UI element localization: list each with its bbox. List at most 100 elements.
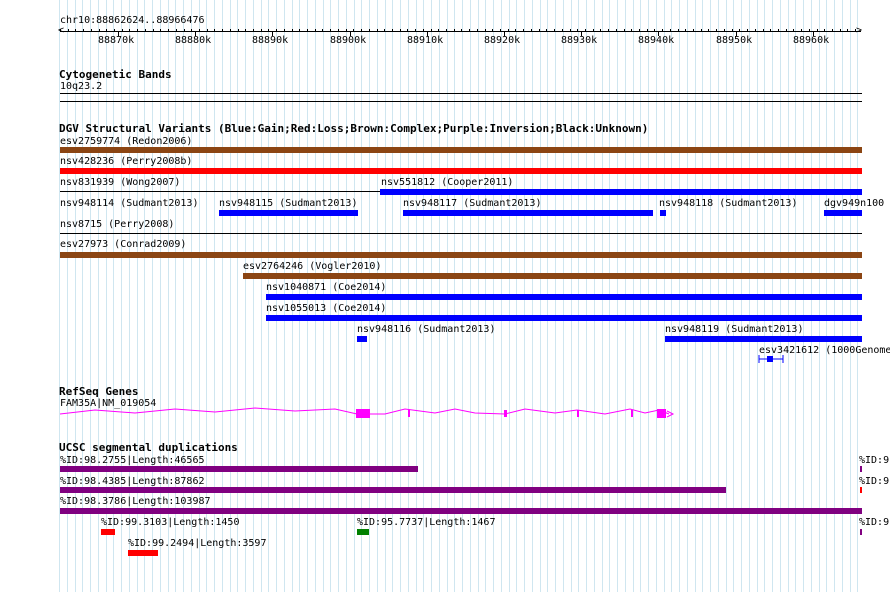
grid-line xyxy=(82,0,83,592)
ruler-minor-tick xyxy=(809,29,810,31)
segdup-feature-1[interactable] xyxy=(60,466,418,472)
grid-line xyxy=(175,0,176,592)
ruler-minor-tick xyxy=(106,29,107,31)
ruler-minor-tick xyxy=(199,29,200,31)
ruler-minor-tick xyxy=(817,29,818,31)
ruler-tick xyxy=(581,31,582,36)
ruler-minor-tick xyxy=(292,29,293,31)
ruler-minor-tick xyxy=(693,29,694,31)
refseq-track-title[interactable]: RefSeq Genes xyxy=(59,385,139,398)
cytoband-track-title[interactable]: Cytogenetic Bands xyxy=(59,68,172,81)
dgv-track-title[interactable]: DGV Structural Variants (Blue:Gain;Red:L… xyxy=(59,122,649,135)
ruler-tick-label: 88950k xyxy=(716,35,753,46)
ruler-minor-tick xyxy=(60,29,61,31)
dgv-label-esv3421612: esv3421612 (1000Genome xyxy=(759,345,890,356)
dgv-feature-nsv1040871[interactable] xyxy=(266,294,862,300)
ruler-minor-tick xyxy=(593,29,594,31)
ruler-tick-label: 88960k xyxy=(793,35,830,46)
dgv-feature-esv27973[interactable] xyxy=(60,252,862,258)
ruler-minor-tick xyxy=(508,29,509,31)
ruler-minor-tick xyxy=(129,29,130,31)
segdup-track-title[interactable]: UCSC segmental duplications xyxy=(59,441,238,454)
segdup-feature-4[interactable] xyxy=(101,529,115,535)
grid-line xyxy=(106,0,107,592)
ruler-minor-tick xyxy=(184,29,185,31)
ruler-minor-tick xyxy=(755,29,756,31)
ruler-minor-tick xyxy=(330,29,331,31)
ruler-tick-label: 88920k xyxy=(484,35,521,46)
segdup-feature-5[interactable] xyxy=(357,529,369,535)
dgv-feature-nsv8715[interactable] xyxy=(60,233,862,234)
dgv-feature-nsv428236[interactable] xyxy=(60,168,862,174)
ruler-minor-tick xyxy=(214,29,215,31)
grid-line xyxy=(98,0,99,592)
ruler-minor-tick xyxy=(361,29,362,31)
ruler-minor-tick xyxy=(407,29,408,31)
ruler-line xyxy=(60,31,861,32)
ruler-minor-tick xyxy=(454,29,455,31)
grid-line xyxy=(160,0,161,592)
dgv-feature-nsv948117[interactable] xyxy=(403,210,653,216)
ruler-minor-tick xyxy=(68,29,69,31)
dgv-feature-nsv948115[interactable] xyxy=(219,210,358,216)
ruler-minor-tick xyxy=(724,29,725,31)
ruler-minor-tick xyxy=(763,29,764,31)
segdup-feature-2[interactable] xyxy=(60,487,726,493)
ruler-minor-tick xyxy=(654,29,655,31)
ruler-minor-tick xyxy=(315,29,316,31)
ruler-minor-tick xyxy=(261,29,262,31)
dgv-label-nsv8715: nsv8715 (Perry2008) xyxy=(60,219,175,230)
segdup-edge-feature-3[interactable] xyxy=(860,529,862,535)
segdup-label-6: %ID:99.2494|Length:3597 xyxy=(128,538,267,549)
ruler-minor-tick xyxy=(477,29,478,31)
dgv-label-esv27973: esv27973 (Conrad2009) xyxy=(60,239,187,250)
ruler-minor-tick xyxy=(338,29,339,31)
ruler-minor-tick xyxy=(639,29,640,31)
dgv-feature-nsv1055013[interactable] xyxy=(266,315,862,321)
refseq-gene-model[interactable] xyxy=(55,404,685,426)
grid-line xyxy=(121,0,122,592)
dgv-label-nsv831939: nsv831939 (Wong2007) xyxy=(60,177,181,188)
ruler-minor-tick xyxy=(99,29,100,31)
ruler-minor-tick xyxy=(685,29,686,31)
dgv-feature-dgv949n100[interactable] xyxy=(824,210,862,216)
segdup-edge-feature-2[interactable] xyxy=(860,487,862,493)
ruler-minor-tick xyxy=(678,29,679,31)
ruler-tick-label: 88880k xyxy=(175,35,212,46)
dgv-feature-esv2764246[interactable] xyxy=(243,273,862,279)
grid-line xyxy=(206,0,207,592)
segdup-feature-6[interactable] xyxy=(128,550,158,556)
ruler-minor-tick xyxy=(238,29,239,31)
dgv-label-dgv949n100: dgv949n100 xyxy=(824,198,885,209)
ruler-tick-label: 88900k xyxy=(330,35,367,46)
grid-line xyxy=(253,0,254,592)
ruler-minor-tick xyxy=(770,29,771,31)
dgv-feature-esv2759774[interactable] xyxy=(60,147,862,153)
dgv-label-nsv551812: nsv551812 (Cooper2011) xyxy=(381,177,514,188)
ruler-tick-label: 88930k xyxy=(561,35,598,46)
ruler-minor-tick xyxy=(570,29,571,31)
dgv-feature-nsv948118[interactable] xyxy=(660,210,666,216)
ruler-minor-tick xyxy=(207,29,208,31)
ruler-minor-tick xyxy=(793,29,794,31)
grid-line xyxy=(113,0,114,592)
ruler-minor-tick xyxy=(847,29,848,31)
dgv-feature-esv3421612[interactable] xyxy=(755,352,790,366)
ruler-minor-tick xyxy=(608,29,609,31)
ruler-minor-tick xyxy=(600,29,601,31)
dgv-feature-nsv831939[interactable] xyxy=(60,191,380,192)
dgv-label-nsv948115: nsv948115 (Sudmant2013) xyxy=(219,198,358,209)
segdup-edge-feature-1[interactable] xyxy=(860,466,862,472)
dgv-feature-nsv551812[interactable] xyxy=(380,189,862,195)
ruler-tick xyxy=(350,31,351,36)
dgv-feature-nsv948116[interactable] xyxy=(357,336,367,342)
ruler-minor-tick xyxy=(523,29,524,31)
segdup-feature-3[interactable] xyxy=(60,508,862,514)
ruler-minor-tick xyxy=(500,29,501,31)
ruler-minor-tick xyxy=(662,29,663,31)
dgv-label-esv2764246: esv2764246 (Vogler2010) xyxy=(243,261,382,272)
ruler-minor-tick xyxy=(631,29,632,31)
ruler-minor-tick xyxy=(307,29,308,31)
dgv-feature-nsv948119[interactable] xyxy=(665,336,862,342)
